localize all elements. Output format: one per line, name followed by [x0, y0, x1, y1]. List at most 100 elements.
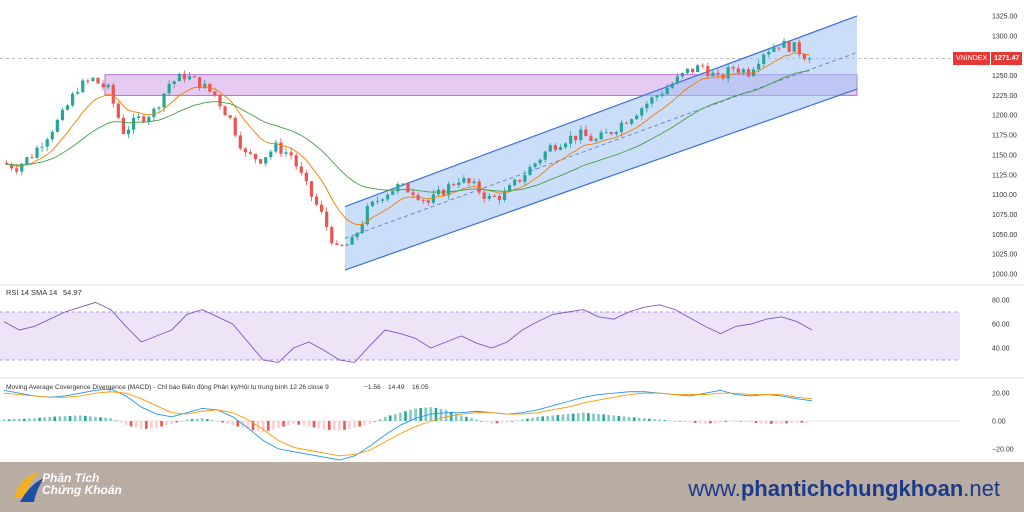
y-tick-label: 1000.00	[992, 272, 1017, 279]
macd-hist-bar	[195, 418, 199, 421]
candle-body	[624, 122, 629, 124]
macd-hist-bar	[363, 421, 367, 426]
y-tick-label: 1250.00	[992, 73, 1017, 80]
footer-bar	[0, 462, 1024, 512]
macd-hist-bar	[12, 419, 16, 421]
candle-body	[401, 183, 405, 185]
y-tick-label: 1175.00	[992, 133, 1017, 140]
candle-body	[15, 168, 19, 172]
candle-body	[426, 200, 430, 203]
logo-icon	[14, 472, 44, 502]
candle-body	[50, 131, 54, 140]
logo-line-1: Phân Tích	[42, 471, 100, 485]
macd-hist-bar	[78, 415, 82, 421]
macd-hist-bar	[211, 420, 214, 421]
symbol-label: VNINDEX	[953, 52, 991, 65]
ema-slow-line	[6, 70, 810, 193]
macd-hist-bar	[515, 420, 519, 422]
macd-hist-bar	[307, 421, 311, 427]
candle-body	[497, 196, 502, 200]
candle-body	[802, 54, 806, 60]
candle-body	[335, 243, 339, 245]
macd-hist-bar	[526, 418, 529, 421]
candle-body	[309, 181, 314, 197]
candle-body	[4, 162, 9, 165]
website-domain: phantichchungkhoan	[740, 476, 964, 501]
candle-body	[528, 166, 532, 176]
candle-body	[431, 194, 436, 203]
candle-body	[304, 172, 308, 182]
candle-body	[406, 183, 410, 193]
macd-value: −1.56	[364, 384, 381, 391]
macd-hist-bar	[251, 421, 255, 431]
candle-body	[721, 74, 725, 79]
macd-hist-bar	[648, 418, 651, 421]
macd-hist-bar	[419, 408, 423, 421]
macd-hist-bar	[246, 421, 250, 430]
website-url[interactable]: www.phantichchungkhoan.net	[688, 476, 1000, 502]
candle-body	[375, 200, 380, 202]
candle-body	[772, 47, 776, 52]
macd-hist-bar	[597, 414, 600, 421]
candle-body	[289, 152, 293, 156]
y-tick-label: 1125.00	[992, 172, 1017, 179]
candle-body	[30, 157, 34, 159]
macd-hist-bar	[73, 415, 77, 421]
macd-hist-bar	[33, 418, 36, 421]
candle-body	[452, 184, 456, 186]
macd-hist-bar	[205, 419, 209, 421]
candle-body	[558, 147, 563, 150]
candle-body	[340, 244, 344, 246]
macd-hist-bar	[150, 421, 153, 429]
candle-body	[182, 73, 187, 80]
candle-body	[741, 69, 745, 73]
candle-body	[792, 42, 796, 52]
candle-body	[192, 76, 197, 78]
macd-hist-bar	[373, 421, 377, 422]
macd-hist-bar	[114, 420, 118, 422]
candle-body	[548, 145, 552, 152]
macd-hist-bar	[439, 408, 443, 421]
candle-body	[670, 83, 674, 88]
candle-body	[106, 84, 110, 88]
macd-hist-bar	[551, 415, 555, 421]
candle-body	[370, 201, 375, 206]
macd-hist-bar	[424, 407, 428, 421]
macd-hist-bar	[58, 416, 62, 421]
candle-body	[563, 143, 568, 148]
candle-body	[233, 117, 237, 136]
macd-hist-bar	[48, 416, 52, 421]
macd-hist-bar	[134, 421, 138, 428]
macd-hist-bar	[668, 420, 672, 422]
candle-body	[264, 157, 268, 164]
macd-hist-bar	[612, 415, 616, 421]
candle-body	[467, 178, 471, 184]
macd-hist-bar	[759, 421, 763, 424]
macd-hist-bar	[444, 409, 448, 421]
candle-body	[645, 103, 649, 109]
candle-body	[462, 178, 466, 183]
candle-body	[152, 108, 156, 118]
candle-body	[116, 103, 120, 118]
candle-body	[76, 92, 80, 94]
candle-body	[650, 97, 654, 104]
macd-hist-bar	[292, 421, 295, 424]
y-tick-label: 1075.00	[992, 212, 1017, 219]
candle-body	[121, 117, 126, 135]
candle-body	[86, 80, 90, 82]
candle-body	[762, 54, 766, 64]
candle-body	[726, 67, 730, 79]
candle-body	[259, 159, 263, 164]
candle-body	[55, 119, 59, 132]
macd-hist-bar	[688, 421, 692, 423]
candle-body	[589, 136, 593, 141]
macd-hist-bar	[94, 416, 97, 421]
candles-group	[4, 37, 812, 247]
macd-hist-bar	[546, 415, 550, 421]
macd-hist-bar	[653, 419, 656, 421]
macd-hist-bar	[165, 421, 168, 426]
macd-hist-bar	[226, 421, 229, 424]
candle-body	[457, 182, 461, 186]
macd-value: 16.05	[412, 384, 429, 391]
candle-body	[513, 179, 517, 186]
